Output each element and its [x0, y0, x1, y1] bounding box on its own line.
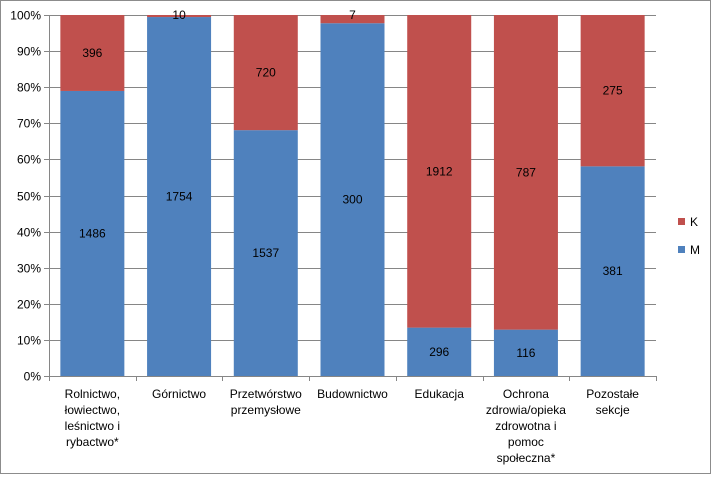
- bar-segment-K: [493, 15, 558, 330]
- data-label: 300: [342, 193, 362, 207]
- x-tick-label-line: leśnictwo i: [65, 419, 120, 433]
- bar-segment-K: [233, 15, 298, 131]
- x-tick-label-line: Ochrona: [503, 387, 549, 401]
- data-label: 720: [256, 66, 276, 80]
- y-tick-label: 60%: [17, 153, 41, 167]
- x-tick-label: Pozostałe sekcje: [586, 387, 639, 417]
- legend-swatch-K: [678, 218, 685, 225]
- bar-segment-M: [580, 166, 645, 376]
- y-axis-tick-labels: 0% 10% 20% 30% 40% 50% 60% 70% 80% 90% 100%: [10, 9, 41, 384]
- bar-segment-M: [493, 329, 558, 376]
- x-tick-label: Rolnictwo, łowiectwo, leśnictwo i rybactwo*: [65, 387, 120, 449]
- data-label: 1486: [79, 226, 106, 240]
- bar-segment-M: [233, 130, 298, 376]
- x-tick-label-line: zdrowotna i: [495, 419, 556, 433]
- x-tick-label: Budownictwo: [317, 387, 388, 401]
- data-label: 1912: [426, 164, 453, 178]
- data-label: 10: [172, 8, 186, 22]
- legend-label-M: M: [690, 243, 700, 257]
- bar-segment-K: [407, 15, 472, 328]
- y-tick-label: 100%: [10, 9, 41, 23]
- bar-segment-M: [407, 327, 472, 376]
- bar-segment-K: [580, 15, 645, 167]
- x-tick-label-line: Przetwórstwo: [230, 387, 302, 401]
- y-tick-label: 30%: [17, 262, 41, 276]
- data-label: 296: [429, 345, 449, 359]
- bar-segment-K: [147, 15, 212, 18]
- y-tick-label: 70%: [17, 117, 41, 131]
- bar-segment-K: [320, 15, 385, 24]
- axes: [44, 15, 657, 381]
- x-tick-label-line: zdrowia/opieka: [486, 403, 566, 417]
- x-tick-label-line: rybactwo*: [66, 435, 119, 449]
- data-label: 7: [349, 8, 356, 22]
- x-tick-label: Górnictwo: [152, 387, 206, 401]
- data-label: 116: [516, 346, 535, 360]
- y-tick-label: 90%: [17, 45, 41, 59]
- x-tick-label-line: Budownictwo: [317, 387, 388, 401]
- bars: 1486 396 1754 10 1537 720 300 7 296 1912 116 787 381…: [60, 8, 645, 377]
- x-tick-label-line: Rolnictwo,: [65, 387, 120, 401]
- data-label: 396: [82, 46, 102, 60]
- x-tick-label-line: przemysłowe: [231, 403, 301, 417]
- bar-segment-K: [60, 15, 125, 91]
- data-label: 381: [603, 264, 623, 278]
- x-tick-label-line: Edukacja: [415, 387, 465, 401]
- y-tick-label: 50%: [17, 190, 41, 204]
- legend: KM: [678, 215, 700, 257]
- x-tick-label-line: łowiectwo,: [65, 403, 120, 417]
- data-label: 787: [516, 165, 536, 179]
- x-tick-label: Edukacja: [415, 387, 465, 401]
- x-tick-label: Ochrona zdrowia/opieka zdrowotna i pomoc spo…: [486, 387, 566, 465]
- data-label: 1537: [252, 246, 279, 260]
- legend-label-K: K: [690, 215, 698, 229]
- x-axis-tick-labels: Rolnictwo, łowiectwo, leśnictwo i rybactwo*…: [65, 387, 640, 465]
- x-tick-label-line: pomoc: [508, 435, 544, 449]
- data-label: 275: [603, 84, 623, 98]
- y-tick-label: 10%: [17, 334, 41, 348]
- x-tick-label: Przetwórstwo przemysłowe: [230, 387, 302, 417]
- y-tick-label: 40%: [17, 226, 41, 240]
- x-tick-label-line: społeczna*: [497, 451, 556, 465]
- y-tick-label: 0%: [24, 370, 42, 384]
- y-tick-label: 80%: [17, 81, 41, 95]
- x-tick-label-line: sekcje: [596, 403, 630, 417]
- legend-swatch-M: [678, 246, 685, 253]
- x-tick-label-line: Pozostałe: [586, 387, 639, 401]
- bar-segment-M: [320, 23, 385, 377]
- bar-segment-M: [147, 17, 212, 377]
- x-tick-label-line: Górnictwo: [152, 387, 206, 401]
- y-tick-label: 20%: [17, 298, 41, 312]
- data-label: 1754: [166, 190, 193, 204]
- bar-segment-M: [60, 90, 125, 376]
